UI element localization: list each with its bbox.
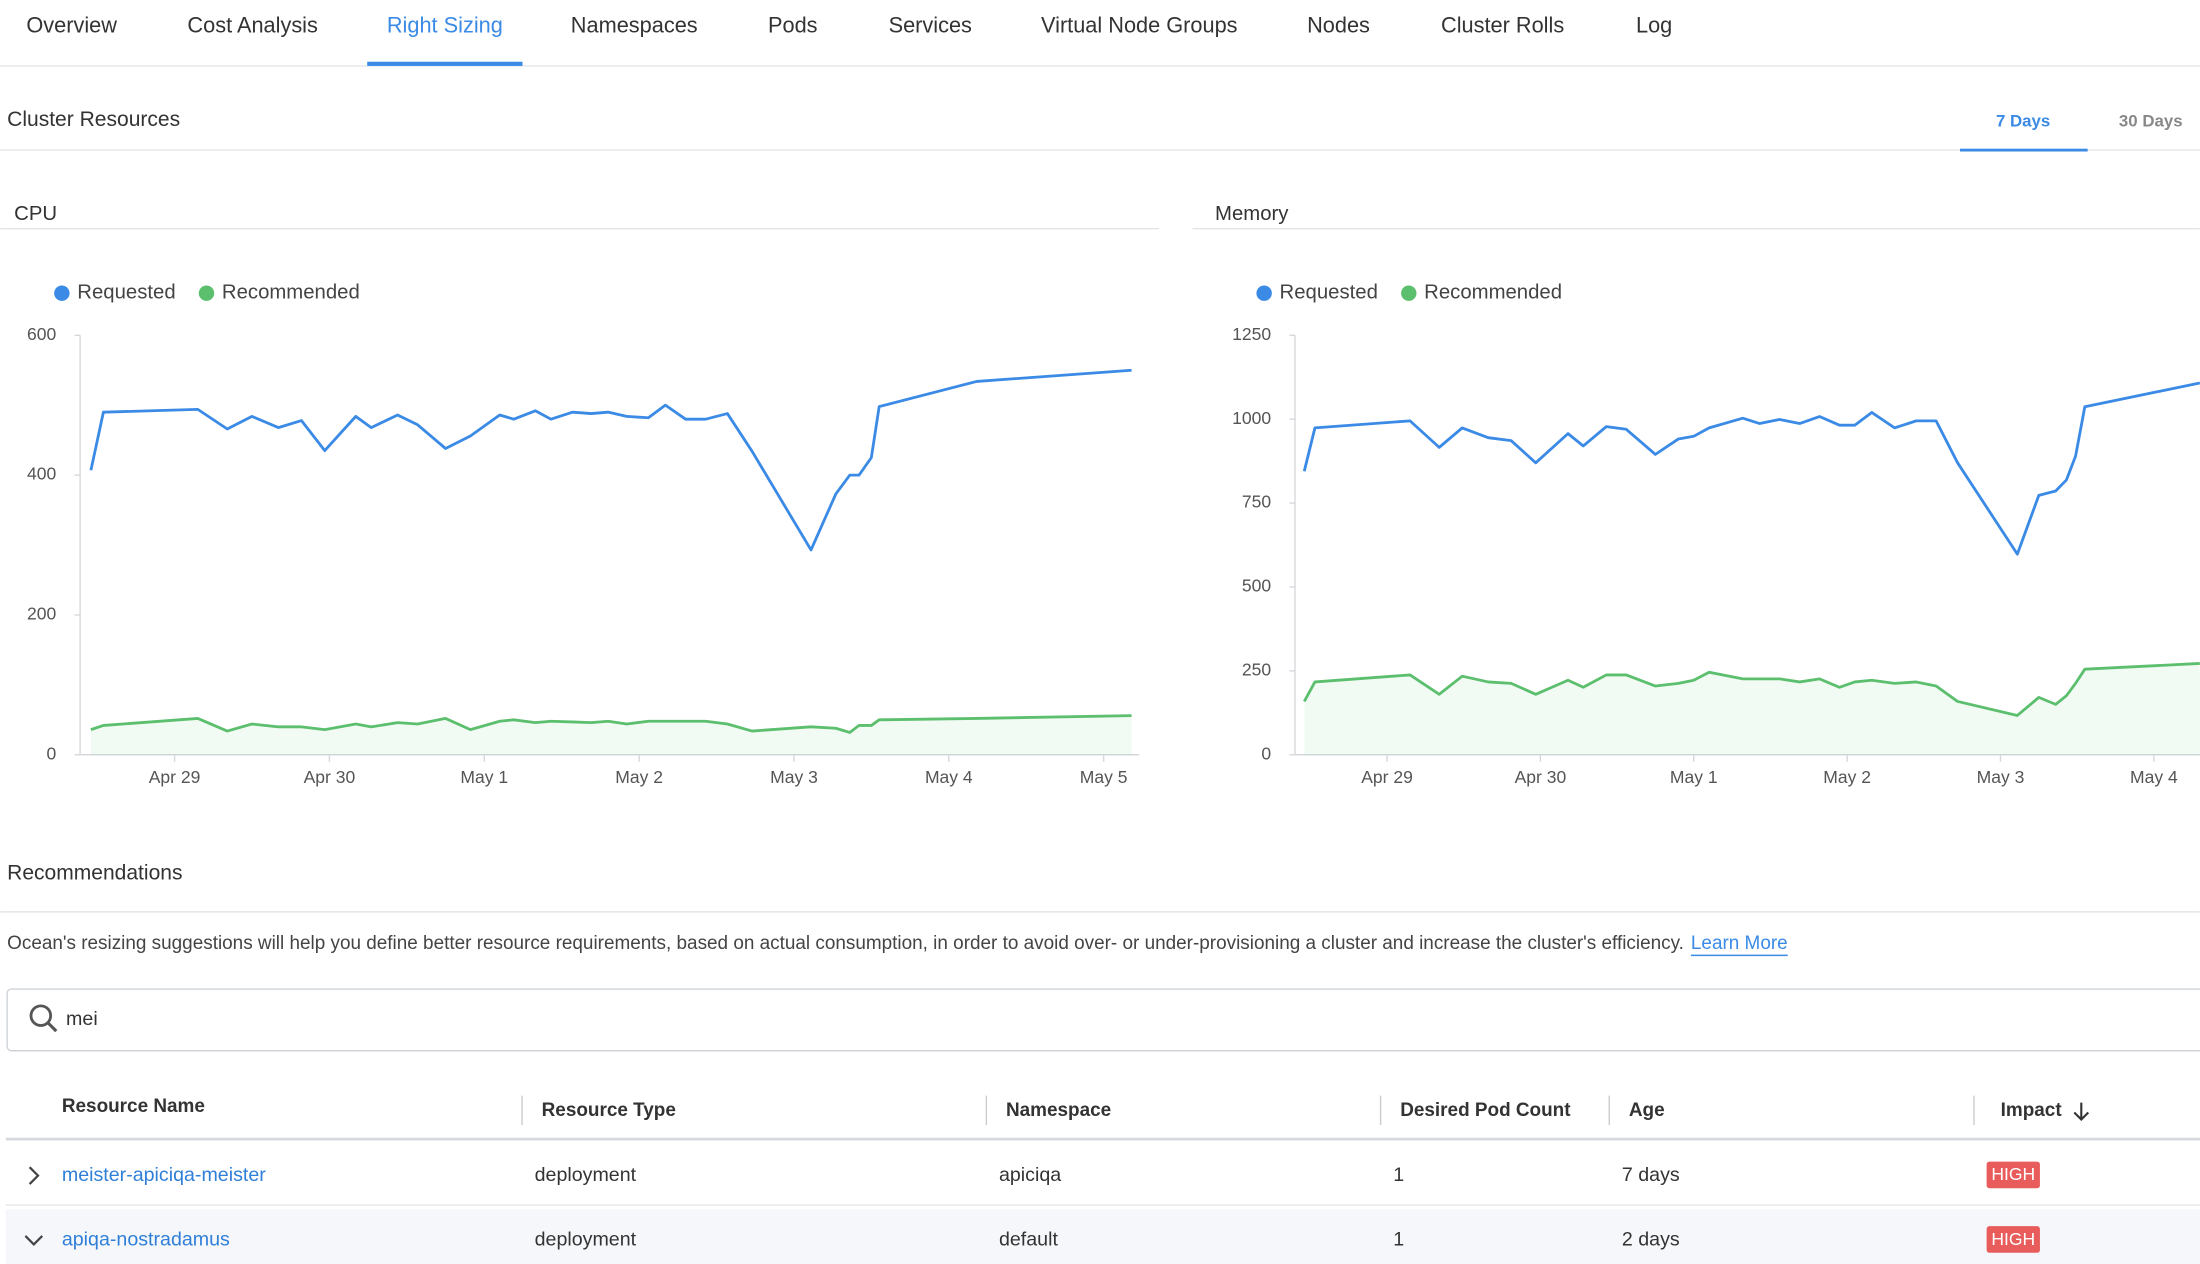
nav-tab[interactable]: Right Sizing (387, 12, 503, 37)
nav-tab[interactable]: Services (889, 12, 972, 37)
legend-label: Requested (1280, 282, 1378, 304)
cell: default (999, 1228, 1058, 1250)
column-header[interactable]: Impact (2001, 1100, 2063, 1121)
series-line (1304, 383, 2200, 554)
column-header[interactable]: Desired Pod Count (1400, 1100, 1571, 1121)
active-tab-underline (367, 62, 522, 66)
row-chevron[interactable] (30, 1167, 38, 1184)
cell: 2 days (1622, 1228, 1680, 1250)
cell: 7 days (1622, 1164, 1680, 1186)
nav-tab[interactable]: Log (1636, 12, 1672, 37)
resource-link[interactable]: apiqa-nostradamus (62, 1228, 230, 1250)
x-tick-label: May 5 (1080, 767, 1128, 787)
cell: 1 (1393, 1164, 1404, 1186)
resource-link[interactable]: meister-apiciqa-meister (62, 1164, 266, 1186)
x-tick-label: May 4 (925, 767, 973, 787)
nav-tab[interactable]: Namespaces (571, 12, 698, 37)
legend-label: Recommended (222, 282, 360, 304)
active-range-underline (1960, 149, 2088, 152)
y-tick-label: 750 (1242, 492, 1271, 512)
y-tick-label: 200 (27, 604, 56, 624)
recommendations-title: Recommendations (7, 862, 182, 885)
legend-marker (199, 285, 214, 300)
row-highlight (6, 1209, 2200, 1264)
x-tick-label: May 4 (2130, 767, 2178, 787)
section-title: Cluster Resources (7, 108, 180, 131)
legend-label: Recommended (1424, 282, 1562, 304)
legend-marker (54, 285, 69, 300)
cell: apiciqa (999, 1164, 1061, 1186)
x-tick-label: May 3 (770, 767, 818, 787)
y-tick-label: 250 (1242, 659, 1271, 679)
x-tick-label: May 3 (1977, 767, 2025, 787)
column-header[interactable]: Resource Name (62, 1096, 205, 1117)
cell: deployment (535, 1164, 637, 1186)
sort-arrow (2074, 1103, 2088, 1120)
range-tab[interactable]: 30 Days (2119, 112, 2183, 131)
x-tick-label: Apr 29 (1361, 767, 1413, 787)
x-tick-label: May 2 (615, 767, 663, 787)
nav-tab[interactable]: Pods (768, 12, 818, 37)
x-tick-label: Apr 30 (1515, 767, 1567, 787)
cell: 1 (1393, 1228, 1404, 1250)
y-tick-label: 1000 (1232, 408, 1271, 428)
x-tick-label: May 2 (1823, 767, 1871, 787)
column-header[interactable]: Namespace (1006, 1100, 1111, 1121)
series-area (1304, 663, 2200, 754)
legend-marker (1256, 285, 1271, 300)
column-header[interactable]: Resource Type (542, 1100, 676, 1121)
range-tab[interactable]: 7 Days (1996, 112, 2050, 131)
series-line (91, 370, 1132, 550)
y-tick-label: 500 (1242, 576, 1271, 596)
impact-label: HIGH (1991, 1229, 2035, 1249)
column-header[interactable]: Age (1629, 1100, 1665, 1121)
nav-tab[interactable]: Overview (26, 12, 117, 37)
y-tick-label: 0 (1261, 743, 1271, 763)
y-tick-label: 600 (27, 324, 56, 344)
y-tick-label: 400 (27, 464, 56, 484)
nav-tab[interactable]: Cluster Rolls (1441, 12, 1564, 37)
x-tick-label: May 1 (460, 767, 508, 787)
x-tick-label: Apr 30 (304, 767, 356, 787)
impact-label: HIGH (1991, 1164, 2035, 1184)
nav-tab[interactable]: Cost Analysis (187, 12, 318, 37)
legend-marker (1401, 285, 1416, 300)
y-tick-label: 1250 (1232, 324, 1271, 344)
legend-label: Requested (77, 282, 175, 304)
description: Ocean's resizing suggestions will help y… (7, 933, 1684, 954)
learn-more-link[interactable]: Learn More (1691, 933, 1788, 954)
chart-title: Memory (1215, 203, 1289, 225)
x-tick-label: Apr 29 (149, 767, 201, 787)
nav-tab[interactable]: Nodes (1307, 12, 1370, 37)
x-tick-label: May 1 (1670, 767, 1718, 787)
search-value: mei (66, 1008, 98, 1030)
chart-title: CPU (14, 203, 57, 225)
nav-tab[interactable]: Virtual Node Groups (1041, 12, 1238, 37)
cell: deployment (535, 1228, 637, 1250)
search-box[interactable] (7, 989, 2200, 1051)
y-tick-label: 0 (47, 743, 57, 763)
